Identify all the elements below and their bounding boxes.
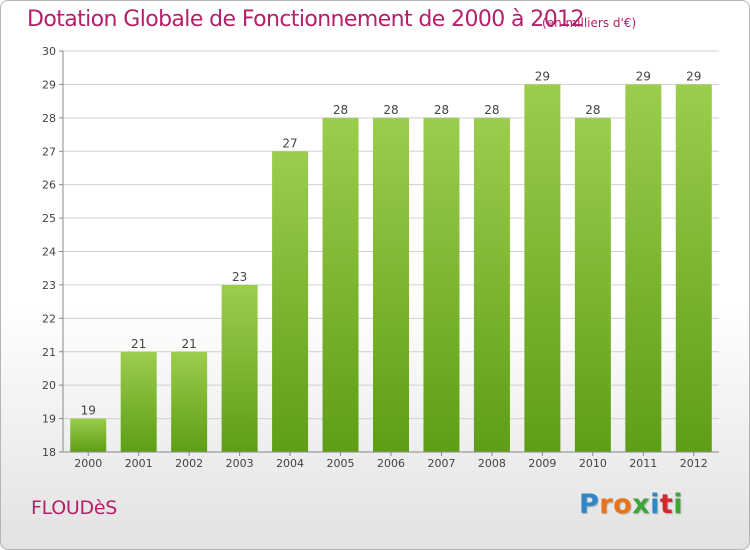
y-tick-label: 20 (42, 379, 56, 392)
x-tick-label-2010: 2010 (579, 457, 607, 470)
y-tick-label: 18 (42, 446, 56, 459)
data-label-2005: 28 (333, 103, 348, 117)
x-tick-label-2006: 2006 (377, 457, 405, 470)
logo-letter: o (613, 489, 633, 520)
y-tick-label: 26 (42, 179, 56, 192)
logo-letter: r (599, 489, 614, 520)
x-tick-label-2008: 2008 (478, 457, 506, 470)
chart-unit-note: (en milliers d'€) (542, 16, 637, 30)
bar-2005 (322, 117, 359, 452)
data-label-2003: 23 (232, 270, 247, 284)
proxiti-logo[interactable]: Proxiti (579, 489, 683, 520)
x-tick-label-2009: 2009 (528, 457, 556, 470)
y-tick-label: 22 (42, 312, 56, 325)
bar-2008 (473, 117, 510, 452)
data-label-2000: 19 (81, 404, 96, 418)
data-label-2006: 28 (383, 103, 398, 117)
y-tick-label: 24 (42, 246, 56, 259)
logo-letter: x (632, 489, 651, 520)
y-tick-label: 19 (42, 413, 56, 426)
data-label-2011: 29 (636, 69, 651, 83)
logo-letter: i (673, 489, 684, 520)
data-label-2009: 29 (535, 69, 550, 83)
y-tick-label: 23 (42, 279, 56, 292)
axes (59, 50, 719, 456)
logo-letter: P (579, 489, 600, 520)
x-tick-label-2000: 2000 (74, 457, 102, 470)
bar-2002 (171, 351, 208, 452)
logo-letter: t (659, 489, 674, 520)
y-tick-label: 30 (42, 45, 56, 58)
data-label-2002: 21 (182, 337, 197, 351)
bars (70, 84, 712, 453)
bar-2000 (70, 418, 107, 452)
y-tick-label: 27 (42, 145, 56, 158)
y-tick-label: 21 (42, 346, 56, 359)
x-tick-label-2004: 2004 (276, 457, 304, 470)
labels: 18 19 20 21 22 23 24 25 26 27 28 29 30 19 2000 21 2001 21… (42, 45, 708, 470)
data-label-2012: 29 (686, 69, 701, 83)
logo-letter: i (650, 489, 660, 520)
data-label-2010: 28 (585, 103, 600, 117)
bar-2007 (423, 117, 460, 452)
x-tick-label-2007: 2007 (427, 457, 455, 470)
chart-title: Dotation Globale de Fonctionnement de 20… (27, 7, 585, 32)
bar-2010 (574, 117, 611, 452)
y-tick-label: 25 (42, 212, 56, 225)
bar-2006 (373, 117, 409, 452)
bar-2004 (272, 151, 309, 452)
bar-2003 (221, 284, 258, 452)
y-tick-label: 29 (42, 78, 56, 91)
x-tick-label-2011: 2011 (629, 457, 657, 470)
commune-name: FLOUDèS (31, 497, 117, 519)
x-tick-label-2012: 2012 (680, 457, 708, 470)
bar-2001 (120, 351, 157, 452)
x-tick-label-2001: 2001 (125, 457, 153, 470)
data-label-2007: 28 (434, 103, 449, 117)
bar-2009 (524, 84, 561, 453)
x-tick-label-2002: 2002 (175, 457, 203, 470)
x-tick-label-2003: 2003 (226, 457, 254, 470)
data-label-2008: 28 (484, 103, 499, 117)
bar-2012 (675, 84, 712, 453)
x-tick-label-2005: 2005 (327, 457, 355, 470)
data-label-2001: 21 (131, 337, 146, 351)
bar-2011 (625, 84, 662, 453)
data-label-2004: 27 (282, 136, 297, 150)
y-tick-label: 28 (42, 112, 56, 125)
